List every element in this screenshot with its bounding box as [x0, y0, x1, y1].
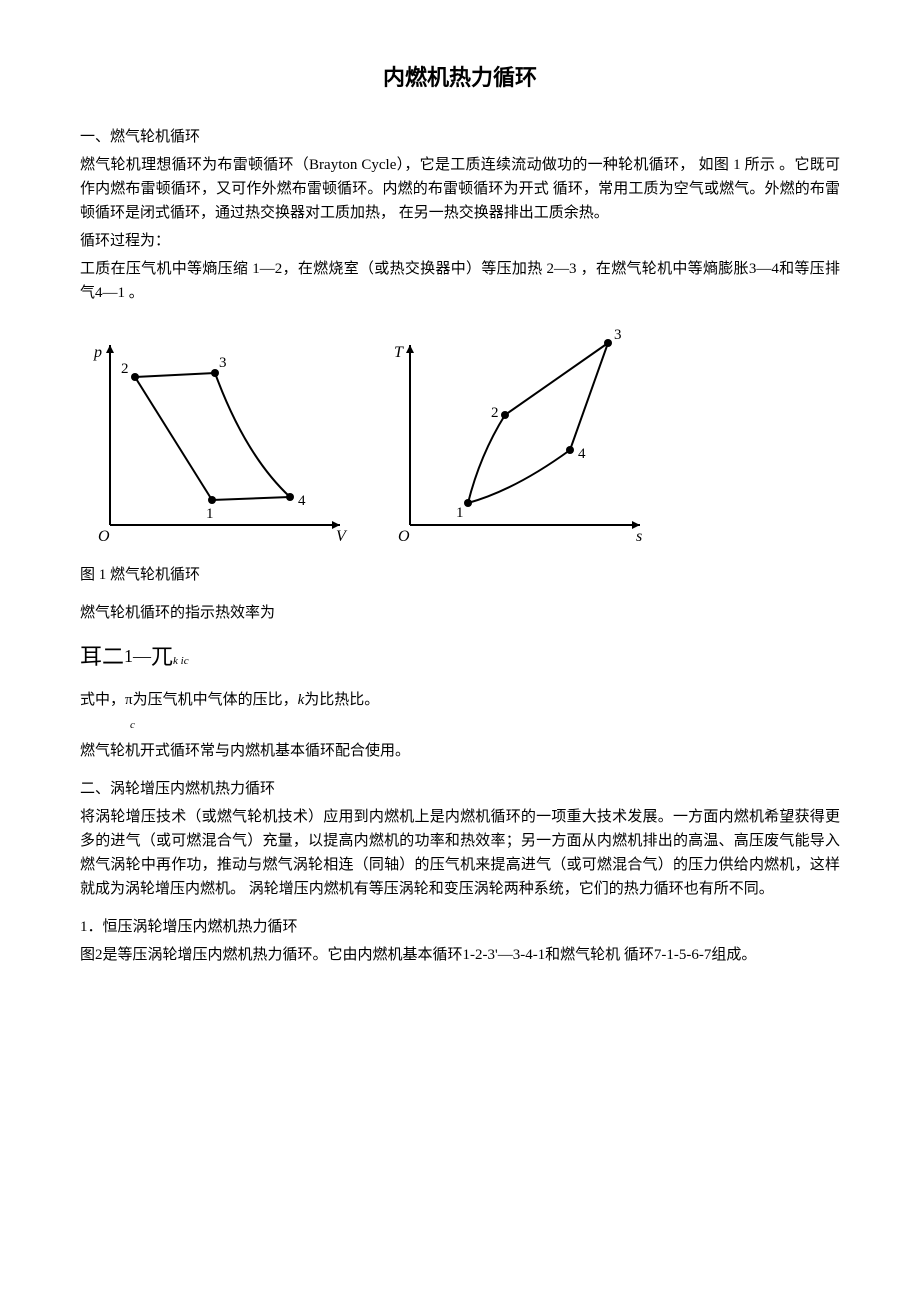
section2-head: 二、涡轮增压内燃机热力循环 — [80, 777, 840, 801]
svg-text:1: 1 — [206, 506, 214, 522]
section1-p4: 燃气轮机循环的指示热效率为 — [80, 601, 840, 625]
svg-text:T: T — [394, 344, 404, 361]
svg-text:O: O — [398, 528, 410, 545]
svg-text:3: 3 — [614, 327, 622, 343]
svg-text:2: 2 — [491, 405, 499, 421]
efficiency-formula: 耳二1—兀k ic — [80, 639, 840, 674]
section2-sub1-p1: 图2是等压涡轮增压内燃机热力循环。它由内燃机基本循环1-2-3'—3-4-1和燃… — [80, 943, 840, 967]
page-title: 内燃机热力循环 — [80, 60, 840, 95]
section1-p3: 工质在压气机中等熵压缩 1—2，在燃烧室（或热交换器中）等压加热 2—3 ，在燃… — [80, 257, 840, 305]
svg-text:p: p — [93, 344, 102, 361]
section1-p5: 式中，π为压气机中气体的压比，k为比热比。 — [80, 688, 840, 712]
p5-c: 为比热比。 — [304, 692, 379, 708]
formula-left: 耳二 — [80, 644, 124, 669]
svg-text:1: 1 — [456, 505, 464, 521]
svg-text:3: 3 — [219, 355, 227, 371]
p5-subc: c — [130, 719, 135, 731]
svg-text:s: s — [636, 528, 642, 545]
formula-mid: 1— — [124, 646, 151, 666]
section1-p6: 燃气轮机开式循环常与内燃机基本循环配合使用。 — [80, 739, 840, 763]
svg-text:4: 4 — [578, 446, 586, 462]
svg-text:2: 2 — [121, 361, 129, 377]
section1-p5-sub: c — [80, 710, 840, 735]
figure-row: p V O 1 2 3 4 Ts O 1 2 3 4 — [80, 325, 840, 555]
formula-sub: k ic — [173, 655, 189, 667]
p5-a: 式中，π为压气机中气体的压比， — [80, 692, 298, 708]
figure1-caption: 图 1 燃气轮机循环 — [80, 563, 840, 587]
formula-right: 兀 — [151, 644, 173, 669]
section2-sub1-head: 1．恒压涡轮增压内燃机热力循环 — [80, 915, 840, 939]
figure-ts-diagram: Ts O 1 2 3 4 — [380, 325, 660, 555]
svg-text:O: O — [98, 528, 110, 545]
figure-pv-diagram: p V O 1 2 3 4 — [80, 325, 360, 555]
section2-p1: 将涡轮增压技术（或燃气轮机技术）应用到内燃机上是内燃机循环的一项重大技术发展。一… — [80, 805, 840, 901]
section1-p1: 燃气轮机理想循环为布雷顿循环（Brayton Cycle），它是工质连续流动做功… — [80, 153, 840, 225]
svg-text:4: 4 — [298, 493, 306, 509]
section1-head: 一、燃气轮机循环 — [80, 125, 840, 149]
section1-p2: 循环过程为： — [80, 229, 840, 253]
svg-text:V: V — [336, 528, 348, 545]
